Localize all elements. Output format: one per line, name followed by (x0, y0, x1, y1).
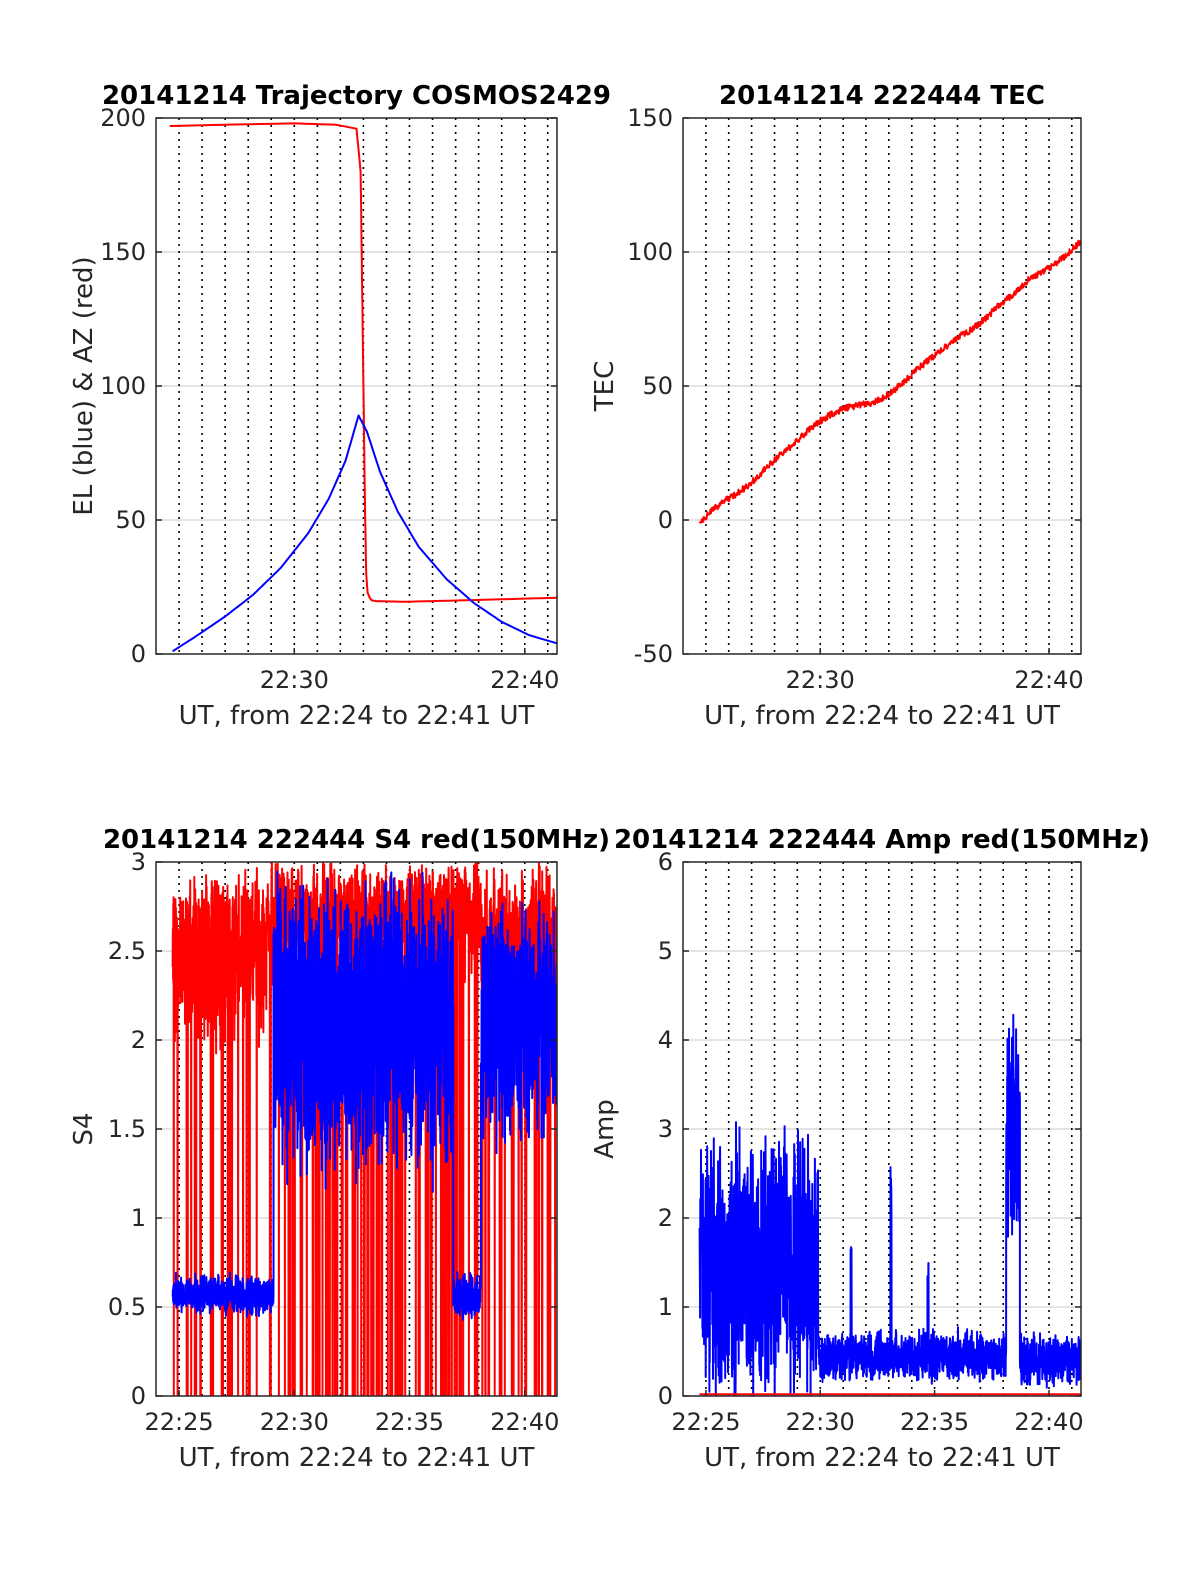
chart-title: 20141214 222444 S4 red(150MHz) (103, 825, 610, 855)
panel-trajectory: 0 50 100 150 200 22:30 22:40 20141214 Trajector… (69, 81, 611, 731)
plot-area (171, 862, 557, 1396)
y-tick-label-4: 4 (658, 1026, 673, 1054)
y-tick-label-0: 0 (131, 640, 146, 668)
y-tick-label-4: 150 (627, 104, 673, 132)
y-tick-label-0: 0 (131, 1382, 146, 1410)
plot-area (169, 122, 557, 653)
y-tick-label-4: 2 (131, 1026, 146, 1054)
x-axis-label: UT, from 22:24 to 22:41 UT (179, 1443, 535, 1473)
y-tick-label-0: -50 (634, 640, 673, 668)
x-tick-label-1: 22:40 (1014, 666, 1083, 694)
x-tick-label-2: 22:35 (375, 1408, 444, 1436)
series-line-0 (698, 1013, 1081, 1396)
chart-title: 20141214 222444 Amp red(150MHz) (614, 825, 1150, 855)
y-tick-label-1: 0 (658, 506, 673, 534)
series-line-0 (698, 239, 1081, 524)
x-tick-label-0: 22:30 (260, 666, 329, 694)
plot-area (698, 1013, 1081, 1396)
x-tick-label-0: 22:25 (671, 1408, 740, 1436)
y-tick-label-4: 200 (100, 104, 146, 132)
panel-s4: 0 0.5 1 1.5 2 2.5 3 22:25 22:30 22:35 22:40 2014121… (69, 825, 610, 1473)
chart-title: 20141214 222444 TEC (719, 81, 1045, 111)
y-tick-label-5: 2.5 (108, 937, 146, 965)
y-axis-label: EL (blue) & AZ (red) (69, 256, 99, 515)
y-axis-label: TEC (590, 361, 620, 412)
y-tick-label-2: 2 (658, 1204, 673, 1232)
x-tick-label-1: 22:30 (786, 1408, 855, 1436)
x-axis-label: UT, from 22:24 to 22:41 UT (704, 701, 1060, 731)
x-axis-label: UT, from 22:24 to 22:41 UT (704, 1443, 1060, 1473)
y-tick-label-3: 1.5 (108, 1115, 146, 1143)
series-line-1 (171, 870, 557, 1321)
y-tick-label-2: 50 (642, 372, 673, 400)
x-tick-label-3: 22:40 (490, 1408, 559, 1436)
chart-title: 20141214 Trajectory COSMOS2429 (102, 81, 611, 111)
panel-amp: 0 1 2 3 4 5 6 22:25 22:30 22:35 22:40 20141214 2224… (590, 825, 1150, 1473)
series-line-0 (169, 122, 557, 603)
y-tick-label-5: 5 (658, 937, 673, 965)
series-line-1 (172, 414, 557, 653)
y-tick-label-6: 3 (131, 848, 146, 876)
x-axis-label: UT, from 22:24 to 22:41 UT (179, 701, 535, 731)
y-tick-label-3: 3 (658, 1115, 673, 1143)
y-tick-label-1: 50 (115, 506, 146, 534)
y-axis-label: Amp (590, 1099, 620, 1159)
y-tick-label-6: 6 (658, 848, 673, 876)
x-tick-label-2: 22:35 (900, 1408, 969, 1436)
y-tick-label-0: 0 (658, 1382, 673, 1410)
x-tick-label-0: 22:25 (145, 1408, 214, 1436)
panel-tec: -50 0 50 100 150 22:30 22:40 20141214 222444 TE… (590, 81, 1084, 731)
x-tick-label-3: 22:40 (1014, 1408, 1083, 1436)
x-tick-label-1: 22:30 (260, 1408, 329, 1436)
y-tick-label-1: 0.5 (108, 1293, 146, 1321)
x-tick-label-1: 22:40 (490, 666, 559, 694)
x-tick-label-0: 22:30 (786, 666, 855, 694)
y-tick-label-3: 150 (100, 238, 146, 266)
plot-area (698, 239, 1081, 524)
y-tick-label-3: 100 (627, 238, 673, 266)
y-axis-label: S4 (69, 1112, 99, 1145)
y-tick-label-1: 1 (658, 1293, 673, 1321)
y-tick-label-2: 100 (100, 372, 146, 400)
y-tick-label-2: 1 (131, 1204, 146, 1232)
